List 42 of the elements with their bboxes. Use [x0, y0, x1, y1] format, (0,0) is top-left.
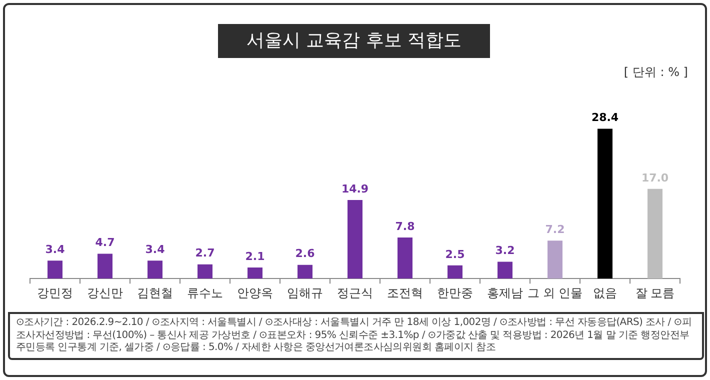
x-tick-label: 류수노	[187, 286, 223, 300]
data-label: 7.8	[395, 220, 415, 233]
bar	[298, 264, 312, 279]
x-tick-label: 정근식	[337, 286, 373, 300]
x-tick-label: 잘 모름	[635, 286, 675, 300]
x-tick-label: 한만중	[437, 286, 473, 300]
bar	[498, 262, 512, 279]
x-tick-label: 임해규	[287, 286, 323, 300]
bar	[348, 200, 362, 279]
data-label: 2.7	[195, 246, 215, 260]
bar	[648, 188, 662, 279]
data-label: 3.4	[145, 243, 166, 256]
x-tick-label: 김현철	[137, 286, 173, 300]
data-label: 2.5	[445, 248, 465, 261]
data-label: 4.7	[95, 236, 115, 250]
bar	[398, 237, 412, 279]
x-tick-label: 홍제남	[487, 286, 523, 300]
bar	[98, 254, 112, 279]
data-label: 2.1	[245, 250, 265, 263]
bar	[448, 265, 462, 279]
data-label: 7.2	[545, 222, 565, 236]
data-label: 14.9	[341, 182, 369, 196]
text: [ 단위 : % ]	[624, 64, 688, 81]
data-label: 3.2	[495, 244, 515, 258]
bar	[248, 268, 262, 279]
x-tick-label: 강신만	[87, 286, 123, 300]
x-tick-label: 강민정	[37, 286, 73, 300]
bar	[48, 260, 62, 279]
data-label: 3.4	[45, 243, 66, 256]
chart-title: 서울시 교육감 후보 적합도	[218, 24, 490, 58]
bar	[548, 240, 562, 279]
x-tick-label: 그 외 인물	[528, 286, 582, 300]
data-label: 17.0	[641, 171, 669, 184]
bar	[598, 128, 612, 279]
bar	[148, 260, 162, 279]
data-label: 28.4	[591, 111, 619, 124]
x-tick-label: 조전혁	[387, 286, 423, 300]
x-tick-label: 없음	[593, 286, 617, 300]
data-label: 2.6	[295, 247, 316, 260]
text: ⊙조사기간 : 2026.2.9~2.10 / ⊙조사지역 : 서울특별시 / ⊙조사대상 : 서울특별시 거주 만 18세 이상 1,002명 / ⊙조사방법 : 무선 자동응답(ARS) 조사 / ⊙피조사자선정방법 : 무선(100%) – 통신사 제공 가상번호 / ⊙표본오차 : 95% 신뢰수준 ±3.1%p / ⊙가중값 산출 및 적용방법 : 2026년 1월 말 기준 행정안전부 주민등록 인구통계 기준, 셀가중 / ⊙응답률 : 5.0% / 자세한 사항은 중앙선거여론조사심의위원회 홈페이지 참조	[8, 312, 704, 360]
x-tick-label: 안양옥	[237, 286, 273, 300]
bar	[198, 264, 212, 279]
